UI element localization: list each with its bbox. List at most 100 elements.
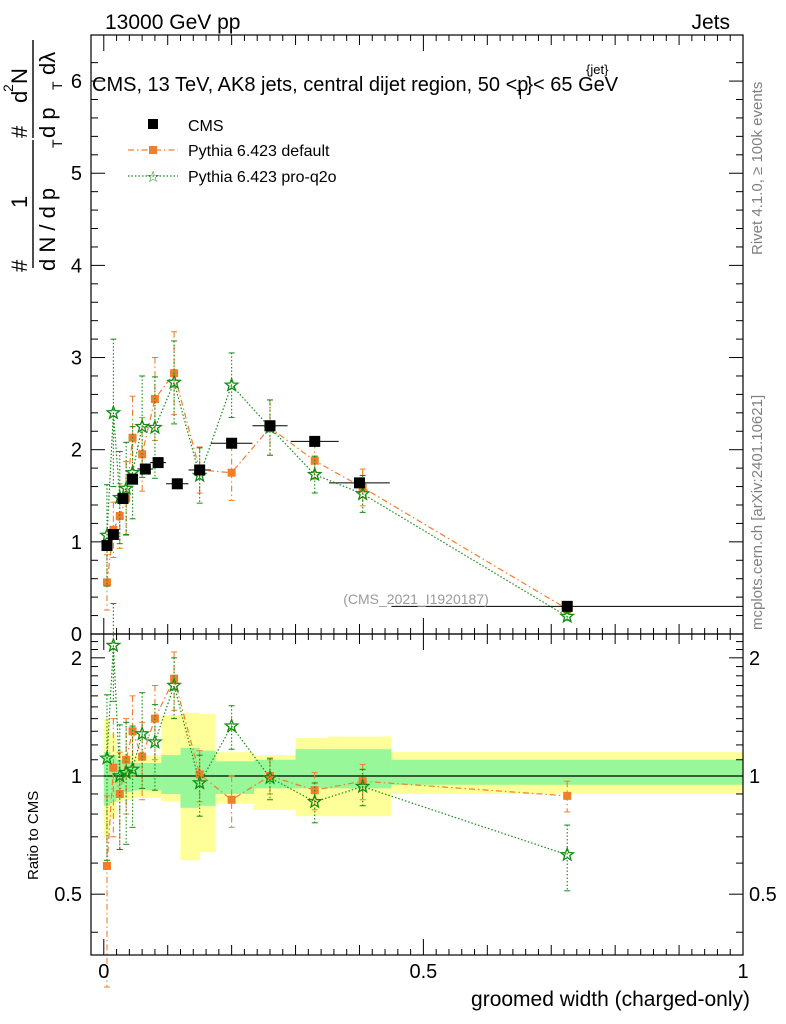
proq2o-marker [306,466,323,482]
ratio-default-marker [128,727,137,736]
proq2o-marker [134,418,151,434]
legend-marker-default [149,146,157,154]
ratio-proq2o-marker [111,767,128,783]
ratio-default-marker [195,770,204,779]
legend-marker-cms [148,119,158,129]
ylabel-one: 1 [7,196,32,208]
legend-label-default: Pythia 6.423 default [188,143,330,160]
analysis-watermark: (CMS_2021_I1920187) [343,591,489,607]
ratio-plot-panel: 0 0.5 1 0.5 0.5 1 1 2 2 [54,603,777,988]
legend-label-proq2o: Pythia 6.423 pro-q2o [188,169,337,186]
proq2o-marker [105,404,122,420]
ratio-ytick-label: 0.5 [54,884,82,906]
ylabel-dlambda: dλ [35,52,60,75]
ylabel-hash-2: # [7,125,32,138]
ratio-ytick-label: 1 [71,766,82,788]
ratio-ytick-label-right: 2 [749,648,760,670]
ratio-proq2o-marker [306,793,323,809]
ratio-proq2o-marker [166,677,183,693]
cms-marker [139,463,151,475]
ratio-proq2o-marker [99,749,115,766]
side-text-rivet: Rivet 4.1.0, ≥ 100k events [749,82,766,255]
main-ytick-label: 6 [71,71,82,93]
cms-marker [353,477,365,489]
cms-marker [194,464,206,476]
cms-marker [309,435,321,447]
main-ytick-label: 1 [71,532,82,554]
y-axis-label-main: # 1 d N / d p T # d p T dλ d 2 N [0,40,65,272]
ratio-band-inner [391,759,743,785]
ratio-default-marker [227,795,236,804]
xtick-label: 1 [737,961,748,983]
ratio-band-inner [161,755,181,794]
ylabel-d2: d [7,91,32,103]
ylabel-denominator-sub: T [49,139,65,148]
y-axis-label-ratio: Ratio to CMS [25,791,42,880]
ratio-default-marker [102,861,111,870]
ratio-band-inner [199,750,216,806]
default-marker [115,512,124,521]
ratio-default-marker [122,755,131,764]
cms-marker [127,473,139,485]
x-axis-label: groomed width (charged-only) [471,988,750,1011]
ratio-proq2o-marker [146,733,163,749]
ratio-default-marker [115,789,124,798]
ratio-proq2o-marker [354,778,371,794]
ratio-proq2o-marker [134,725,151,741]
ratio-ytick-label-right: 1 [749,766,760,788]
ratio-band-inner [215,761,254,794]
ratio-band-inner [180,747,200,808]
ylabel-d2-sup: 2 [0,84,16,92]
ratio-default-line [106,676,568,867]
cms-marker [226,437,238,449]
ratio-proq2o-marker [118,764,135,780]
cms-marker [264,420,276,432]
proq2o-marker [354,485,371,501]
xtick-label: 0.5 [409,961,437,983]
header-left: 13000 GeV pp [105,11,240,34]
proq2o-line [106,380,568,618]
ratio-proq2o-marker [124,760,141,777]
main-ytick-label: 5 [71,163,82,185]
proq2o-marker [223,376,240,392]
ylabel-dpt-sub: T [49,81,65,90]
xtick-label: 0 [98,961,109,983]
legend-label-cms: CMS [188,118,224,135]
ratio-default-marker [109,763,118,772]
ylabel-hash-1: # [7,259,32,272]
ratio-band-inner [295,749,328,789]
proq2o-marker [146,419,163,435]
default-marker [102,578,111,587]
ylabel-dpt: d p [35,107,60,138]
side-text-mcplots: mcplots.cern.ch [arXiv:2401.10621] [749,395,766,630]
ratio-proq2o-marker [223,717,240,733]
default-marker [227,468,236,477]
legend: CMS Pythia 6.423 default ☆ Pythia 6.423 … [128,118,337,186]
plot-caption: CMS, 13 TeV, AK8 jets, central dijet reg… [92,74,619,102]
main-ytick-label: 4 [71,255,82,277]
ylabel-n: N [7,68,32,84]
default-line [106,371,568,610]
main-ytick-label: 2 [71,440,82,462]
ratio-proq2o-marker [262,769,278,785]
ratio-ytick-label-right: 0.5 [749,884,777,906]
ratio-band-inner [116,759,123,794]
ratio-proq2o-line [106,645,568,856]
ratio-proq2o-marker [559,846,576,862]
cms-marker [171,478,183,490]
ratio-proq2o-marker [105,637,122,653]
cms-marker [117,493,129,505]
cms-marker [107,528,119,540]
ratio-ytick-label: 2 [71,648,82,670]
main-plot-panel: 0 1 2 3 4 5 6 [71,34,744,646]
ratio-proq2o-marker [191,774,208,790]
main-ytick-label: 3 [71,348,82,370]
caption-tail: }< 65 GeV [526,74,618,96]
proq2o-marker [166,374,183,390]
ratio-default-marker [563,791,572,800]
ylabel-denominator: d N / d p [35,188,60,271]
header-right: Jets [691,11,730,34]
proq2o-marker [559,608,576,624]
cms-marker [152,457,164,469]
caption-sup: {jet} [586,62,609,77]
